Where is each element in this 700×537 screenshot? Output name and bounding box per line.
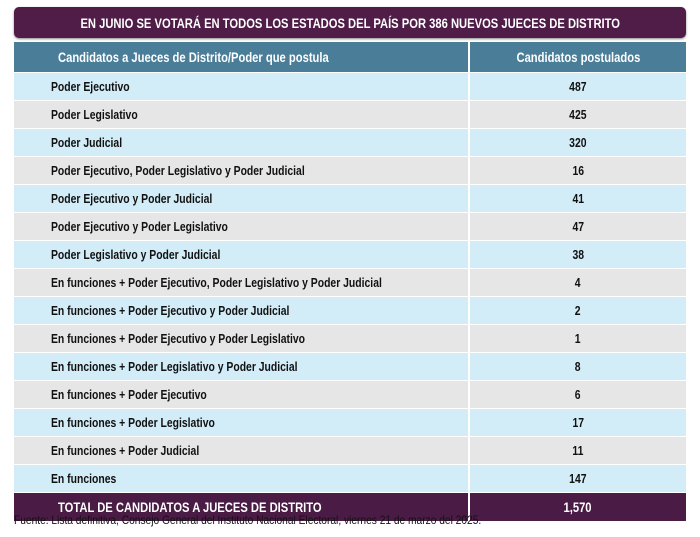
row-value: 425 xyxy=(569,107,587,122)
row-label: Poder Legislativo xyxy=(51,107,138,122)
row-value-cell: 487 xyxy=(469,72,688,101)
column-header-category: Candidatos a Jueces de Distrito/Poder qu… xyxy=(14,42,470,73)
table-title-banner: EN JUNIO SE VOTARÁ EN TODOS LOS ESTADOS … xyxy=(14,7,686,38)
row-label: Poder Judicial xyxy=(51,135,123,150)
row-value: 320 xyxy=(569,135,587,150)
row-value-cell: 1 xyxy=(469,324,688,353)
table-body: Poder Ejecutivo 487 Poder Legislativo 42… xyxy=(14,72,688,522)
row-value-cell: 6 xyxy=(469,380,688,409)
row-value-cell: 38 xyxy=(469,240,688,269)
table-row: Poder Legislativo 425 xyxy=(14,100,688,129)
row-value-cell: 320 xyxy=(469,128,688,157)
row-value: 2 xyxy=(575,303,581,318)
footnote-text: Fuente: Lista definitiva, Consejo Genera… xyxy=(14,513,482,527)
column-header-label: Candidatos a Jueces de Distrito/Poder qu… xyxy=(58,49,329,65)
table-row: En funciones + Poder Legislativo 17 xyxy=(14,408,688,437)
total-label: TOTAL DE CANDIDATOS A JUECES DE DISTRITO xyxy=(58,499,322,515)
row-value: 1 xyxy=(575,331,581,346)
table-row: En funciones + Poder Ejecutivo 6 xyxy=(14,380,688,409)
table-row: Poder Ejecutivo, Poder Legislativo y Pod… xyxy=(14,156,688,185)
row-value-cell: 47 xyxy=(469,212,688,241)
row-label: En funciones + Poder Ejecutivo y Poder L… xyxy=(51,331,305,346)
row-value: 8 xyxy=(575,359,581,374)
row-label-cell: Poder Legislativo y Poder Judicial xyxy=(14,240,470,269)
row-label: En funciones + Poder Legislativo y Poder… xyxy=(51,359,298,374)
row-label-cell: Poder Ejecutivo, Poder Legislativo y Pod… xyxy=(14,156,470,185)
row-label: Poder Ejecutivo xyxy=(51,79,130,94)
row-label-cell: En funciones + Poder Ejecutivo y Poder L… xyxy=(14,324,470,353)
row-value-cell: 425 xyxy=(469,100,688,129)
row-label: En funciones xyxy=(51,471,117,486)
row-value: 11 xyxy=(572,443,584,458)
row-value: 4 xyxy=(575,275,581,290)
row-value-cell: 4 xyxy=(469,268,688,297)
table-row: Poder Legislativo y Poder Judicial 38 xyxy=(14,240,688,269)
row-label: En funciones + Poder Ejecutivo xyxy=(51,387,207,402)
row-label-cell: En funciones + Poder Judicial xyxy=(14,436,470,465)
row-value-cell: 8 xyxy=(469,352,688,381)
row-value-cell: 147 xyxy=(469,464,688,493)
table-title: EN JUNIO SE VOTARÁ EN TODOS LOS ESTADOS … xyxy=(80,14,620,31)
total-value-cell: 1,570 xyxy=(469,492,688,522)
row-label-cell: En funciones + Poder Ejecutivo y Poder J… xyxy=(14,296,470,325)
row-value-cell: 17 xyxy=(469,408,688,437)
row-label-cell: En funciones xyxy=(14,464,470,493)
row-value: 147 xyxy=(569,471,587,486)
row-label: Poder Legislativo y Poder Judicial xyxy=(51,247,221,262)
row-value-cell: 41 xyxy=(469,184,688,213)
table-row: En funciones + Poder Ejecutivo y Poder L… xyxy=(14,324,688,353)
row-label: Poder Ejecutivo y Poder Legislativo xyxy=(51,219,228,234)
table-row: En funciones 147 xyxy=(14,464,688,493)
table-row: En funciones + Poder Ejecutivo y Poder J… xyxy=(14,296,688,325)
row-value: 17 xyxy=(572,415,584,430)
total-value: 1,570 xyxy=(563,499,593,515)
row-label-cell: Poder Judicial xyxy=(14,128,470,157)
row-value: 47 xyxy=(572,219,584,234)
total-label-cell: TOTAL DE CANDIDATOS A JUECES DE DISTRITO xyxy=(14,492,470,522)
row-value-cell: 11 xyxy=(469,436,688,465)
row-value: 487 xyxy=(569,79,587,94)
row-label-cell: En funciones + Poder Ejecutivo xyxy=(14,380,470,409)
table-row: En funciones + Poder Legislativo y Poder… xyxy=(14,352,688,381)
row-value: 6 xyxy=(575,387,581,402)
row-value-cell: 2 xyxy=(469,296,688,325)
row-label-cell: Poder Ejecutivo xyxy=(14,72,470,101)
column-header-count: Candidatos postulados xyxy=(469,42,688,73)
row-label: En funciones + Poder Legislativo xyxy=(51,415,215,430)
candidates-table: Candidatos a Jueces de Distrito/Poder qu… xyxy=(14,42,688,522)
table-header-row: Candidatos a Jueces de Distrito/Poder qu… xyxy=(14,42,688,73)
table-row: Poder Ejecutivo y Poder Judicial 41 xyxy=(14,184,688,213)
row-label-cell: En funciones + Poder Ejecutivo, Poder Le… xyxy=(14,268,470,297)
row-value: 41 xyxy=(572,191,584,206)
row-value: 38 xyxy=(572,247,584,262)
row-label-cell: En funciones + Poder Legislativo y Poder… xyxy=(14,352,470,381)
row-label-cell: Poder Ejecutivo y Poder Judicial xyxy=(14,184,470,213)
row-label-cell: Poder Ejecutivo y Poder Legislativo xyxy=(14,212,470,241)
row-label: Poder Ejecutivo y Poder Judicial xyxy=(51,191,213,206)
table-row: Poder Ejecutivo 487 xyxy=(14,72,688,101)
row-label-cell: En funciones + Poder Legislativo xyxy=(14,408,470,437)
source-footnote: Fuente: Lista definitiva, Consejo Genera… xyxy=(14,513,564,527)
row-label: En funciones + Poder Judicial xyxy=(51,443,200,458)
row-label-cell: Poder Legislativo xyxy=(14,100,470,129)
column-header-label: Candidatos postulados xyxy=(516,49,640,65)
table-row: En funciones + Poder Ejecutivo, Poder Le… xyxy=(14,268,688,297)
row-value: 16 xyxy=(572,163,584,178)
table-row: Poder Judicial 320 xyxy=(14,128,688,157)
row-value-cell: 16 xyxy=(469,156,688,185)
row-label: En funciones + Poder Ejecutivo y Poder J… xyxy=(51,303,290,318)
table-row: En funciones + Poder Judicial 11 xyxy=(14,436,688,465)
row-label: Poder Ejecutivo, Poder Legislativo y Pod… xyxy=(51,163,305,178)
table-row: Poder Ejecutivo y Poder Legislativo 47 xyxy=(14,212,688,241)
row-label: En funciones + Poder Ejecutivo, Poder Le… xyxy=(51,275,382,290)
total-row: TOTAL DE CANDIDATOS A JUECES DE DISTRITO… xyxy=(14,492,688,522)
